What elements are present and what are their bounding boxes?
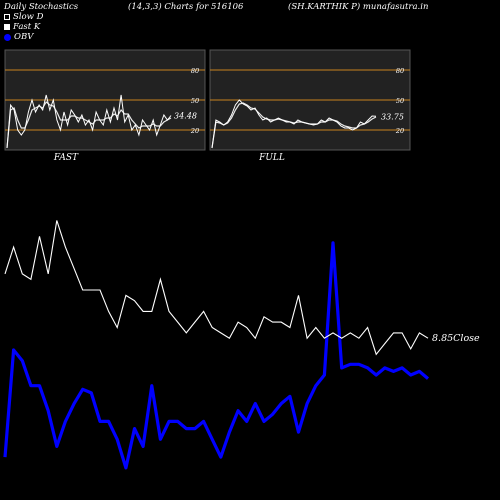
panel-2-ytick-80: 80 [396,67,404,75]
panel-2-ytick-50: 50 [396,97,404,105]
legend-item-slow-d: Slow D [4,12,43,22]
legend-label-slow-d: Slow D [13,12,44,22]
legend-item-fast-k: Fast K [4,22,43,32]
legend: Slow D Fast K OBV [4,12,43,42]
panel-2-slow-d-line [211,102,377,149]
panel-1-ytick-50: 50 [191,97,199,105]
slow-d-swatch-icon [4,14,10,20]
panel-1-last-value: 34.48 [174,112,197,121]
site-label: (SH.KARTHIK P) munafasutra.in [288,2,429,12]
panel-1-slow-d-line [6,101,172,149]
close-last-value: 8.85Close [432,333,480,344]
legend-item-obv: OBV [4,32,43,42]
panel-2-last-value: 33.75 [381,112,404,121]
close-price-line [4,220,429,356]
fast-k-swatch-icon [4,24,10,30]
obv-swatch-icon [4,33,11,41]
legend-label-fast-k: Fast K [13,22,41,32]
panel-2-fast-k-line [211,99,377,149]
panel-1-label: FAST [53,153,79,163]
chart-title: Daily Stochastics [4,2,79,12]
chart-params: (14,3,3) Charts for 516106 [128,2,244,12]
obv-line [3,241,430,470]
legend-label-obv: OBV [14,32,34,42]
panel-1-ytick-80: 80 [191,67,199,75]
panel-1-ytick-20: 20 [190,127,199,135]
panel-2-label: FULL [258,153,285,163]
panel-2-ytick-20: 20 [395,127,404,135]
